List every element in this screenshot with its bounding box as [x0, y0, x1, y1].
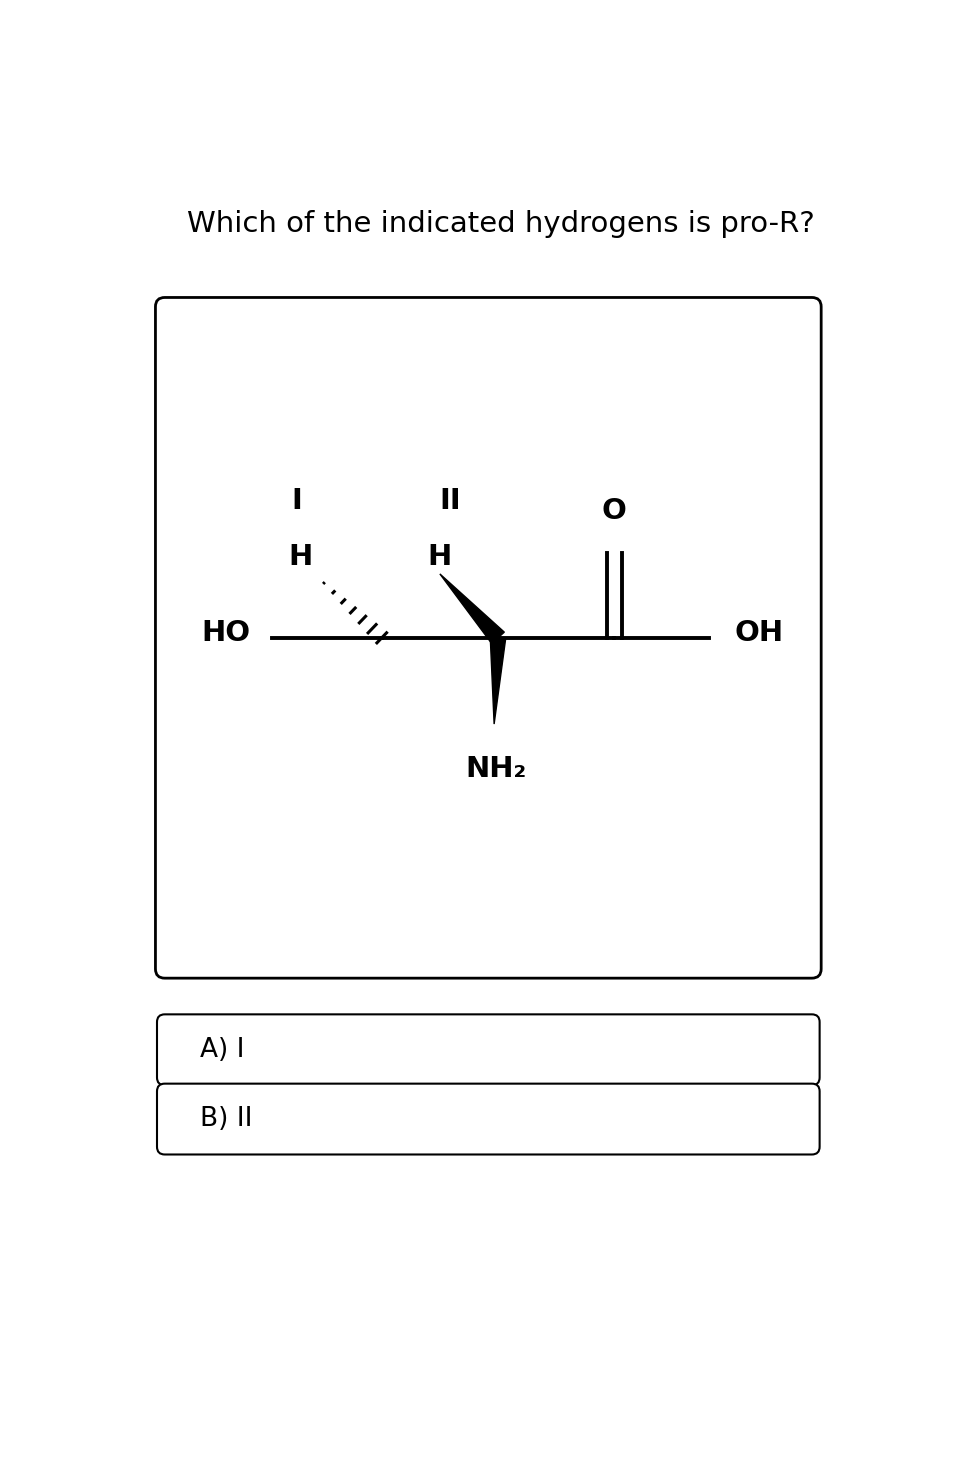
Text: H: H: [288, 542, 313, 571]
Text: H: H: [428, 542, 452, 571]
Text: Which of the indicated hydrogens is pro-R?: Which of the indicated hydrogens is pro-…: [187, 210, 815, 238]
Text: A) I: A) I: [199, 1036, 244, 1063]
FancyBboxPatch shape: [157, 1083, 820, 1154]
FancyBboxPatch shape: [155, 297, 822, 978]
Polygon shape: [490, 637, 506, 724]
Text: O: O: [602, 497, 626, 525]
Text: II: II: [439, 486, 461, 514]
FancyBboxPatch shape: [157, 1014, 820, 1085]
Text: NH₂: NH₂: [466, 755, 527, 783]
Text: B) II: B) II: [199, 1106, 252, 1132]
Text: I: I: [291, 486, 302, 514]
Text: OH: OH: [735, 619, 784, 647]
Text: HO: HO: [201, 619, 250, 647]
Polygon shape: [440, 573, 504, 643]
